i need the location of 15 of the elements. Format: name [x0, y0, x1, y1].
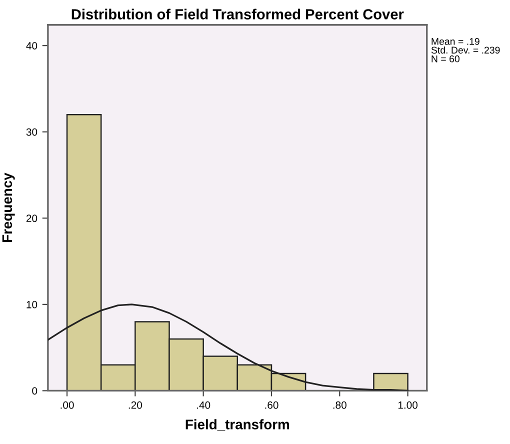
y-tick-label: 40	[26, 42, 38, 50]
x-tick-label: .60	[265, 401, 278, 409]
x-tick-label: .20	[128, 401, 142, 409]
text: Mean = .19 Std. Dev. = .239 N = 60	[431, 38, 500, 62]
y-tick-label: 10	[26, 300, 38, 308]
x-tick-label: .80	[333, 401, 346, 409]
x-tick-label: .00	[60, 401, 74, 409]
y-tick-label: 30	[26, 128, 38, 136]
x-axis-title: Field_transform	[186, 419, 290, 431]
y-tick-label: 20	[26, 214, 38, 222]
y-tick-label: 0	[32, 387, 38, 395]
chart-title: Distribution of Field Transformed Percent Cover	[72, 8, 404, 20]
x-tick-label: .40	[197, 401, 210, 409]
x-tick-label: 1.00	[398, 401, 418, 409]
y-axis-title: Frequency	[2, 172, 15, 242]
